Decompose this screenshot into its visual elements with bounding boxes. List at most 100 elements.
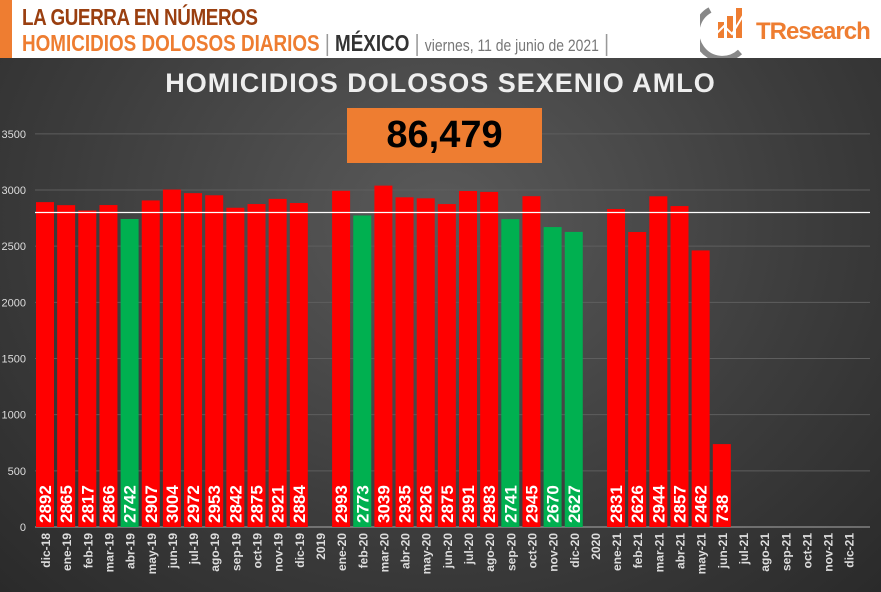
separator: | bbox=[324, 30, 330, 56]
y-tick-label: 3500 bbox=[2, 129, 26, 141]
x-tick-label: nov-20 bbox=[547, 533, 561, 572]
bar-value-label: 2884 bbox=[290, 485, 309, 523]
bar bbox=[416, 198, 435, 527]
y-tick-label: 3000 bbox=[2, 185, 26, 197]
bar bbox=[120, 218, 139, 527]
x-tick-label: dic-21 bbox=[843, 533, 857, 568]
bar-value-label: 738 bbox=[713, 495, 732, 523]
bar bbox=[628, 232, 647, 527]
bar bbox=[522, 196, 541, 527]
bar bbox=[607, 208, 626, 528]
bar-value-label: 2670 bbox=[544, 485, 563, 523]
x-tick-label: nov-21 bbox=[822, 533, 836, 572]
x-tick-label: sep-20 bbox=[504, 533, 518, 571]
bar bbox=[691, 250, 710, 527]
x-tick-label: dic-19 bbox=[293, 533, 307, 568]
y-tick-label: 500 bbox=[8, 466, 26, 478]
bar bbox=[226, 207, 245, 528]
bar bbox=[78, 210, 97, 527]
bar-value-label: 2972 bbox=[184, 485, 203, 523]
bar-value-label: 2857 bbox=[671, 485, 690, 523]
bar bbox=[184, 193, 203, 528]
x-tick-label: feb-20 bbox=[356, 533, 370, 569]
bar-value-label: 2831 bbox=[607, 485, 626, 523]
bar bbox=[57, 205, 76, 528]
bar bbox=[247, 204, 266, 527]
bar bbox=[353, 215, 372, 527]
x-tick-label: ene-21 bbox=[610, 533, 624, 571]
bar bbox=[374, 185, 393, 527]
header-title: LA GUERRA EN NÚMEROS bbox=[22, 4, 258, 30]
x-tick-label: ago-21 bbox=[758, 533, 772, 572]
total-badge: 86,479 bbox=[347, 108, 542, 163]
y-tick-label: 2000 bbox=[2, 297, 26, 309]
separator: | bbox=[414, 30, 420, 56]
separator: | bbox=[604, 30, 610, 56]
bar-value-label: 2742 bbox=[121, 485, 140, 523]
tresearch-logo-icon bbox=[700, 7, 745, 58]
x-tick-label: 2019 bbox=[314, 533, 328, 560]
bar bbox=[395, 197, 414, 527]
y-tick-label: 1000 bbox=[2, 410, 26, 422]
bar-value-label: 2921 bbox=[269, 485, 288, 523]
x-tick-label: jul-20 bbox=[462, 533, 476, 566]
x-tick-label: jun-21 bbox=[716, 533, 730, 570]
x-tick-label: 2020 bbox=[589, 533, 603, 560]
bar-value-label: 2953 bbox=[205, 485, 224, 523]
bar-value-label: 2741 bbox=[501, 485, 520, 523]
bar-value-label: 2944 bbox=[649, 485, 668, 523]
bar bbox=[480, 191, 499, 527]
y-tick-label: 1500 bbox=[2, 354, 26, 366]
header-subtitle: HOMICIDIOS DOLOSOS DIARIOS | MÉXICO | vi… bbox=[22, 30, 609, 57]
bar-value-label: 3039 bbox=[374, 485, 393, 523]
x-tick-label: nov-19 bbox=[272, 533, 286, 572]
x-tick-label: may-19 bbox=[145, 533, 159, 575]
x-tick-label: mar-19 bbox=[102, 533, 116, 573]
subtitle-date: viernes, 11 de junio de 2021 bbox=[424, 36, 599, 55]
bar bbox=[459, 191, 477, 528]
x-tick-label: jun-20 bbox=[441, 533, 455, 570]
bar-value-label: 2983 bbox=[480, 485, 499, 523]
x-tick-label: feb-21 bbox=[631, 533, 645, 569]
bar bbox=[501, 219, 520, 527]
x-tick-label: oct-19 bbox=[251, 533, 265, 569]
subtitle-topic: HOMICIDIOS DOLOSOS DIARIOS bbox=[22, 30, 320, 56]
bar-value-label: 2926 bbox=[417, 485, 436, 523]
bar-value-label: 2907 bbox=[142, 485, 161, 523]
bar-value-label: 2462 bbox=[692, 485, 711, 523]
x-tick-label: may-21 bbox=[695, 533, 709, 575]
bar bbox=[437, 204, 456, 527]
bar-value-label: 2945 bbox=[522, 485, 541, 523]
brand-name: TResearch bbox=[756, 18, 871, 45]
bar-value-label: 2892 bbox=[36, 485, 55, 523]
bar-value-label: 2935 bbox=[396, 485, 415, 523]
x-tick-label: abr-19 bbox=[124, 533, 138, 569]
x-tick-label: dic-20 bbox=[568, 533, 582, 568]
x-tick-label: ene-20 bbox=[335, 533, 349, 571]
bar-value-label: 2993 bbox=[332, 485, 351, 523]
x-tick-label: mar-20 bbox=[377, 533, 391, 573]
bar-value-label: 2626 bbox=[628, 485, 647, 523]
x-tick-label: feb-19 bbox=[81, 533, 95, 569]
x-tick-label: abr-20 bbox=[399, 533, 413, 569]
bar-value-label: 2875 bbox=[248, 485, 267, 523]
bar bbox=[36, 202, 54, 527]
x-tick-label: ago-20 bbox=[483, 533, 497, 572]
bar bbox=[649, 196, 668, 528]
bar bbox=[141, 200, 160, 527]
bar bbox=[670, 206, 689, 527]
bar bbox=[564, 231, 583, 527]
bar-value-label: 2627 bbox=[565, 485, 584, 523]
subtitle-country: MÉXICO bbox=[334, 30, 410, 56]
x-tick-label: jun-19 bbox=[166, 533, 180, 570]
x-tick-label: sep-19 bbox=[229, 533, 243, 571]
bar bbox=[205, 195, 224, 527]
bar bbox=[99, 205, 118, 527]
bar-value-label: 2865 bbox=[57, 485, 76, 523]
chart-title: HOMICIDIOS DOLOSOS SEXENIO AMLO bbox=[165, 68, 716, 98]
y-tick-label: 2500 bbox=[2, 241, 26, 253]
bar bbox=[543, 227, 562, 527]
bar bbox=[289, 203, 308, 527]
bar bbox=[712, 444, 731, 527]
